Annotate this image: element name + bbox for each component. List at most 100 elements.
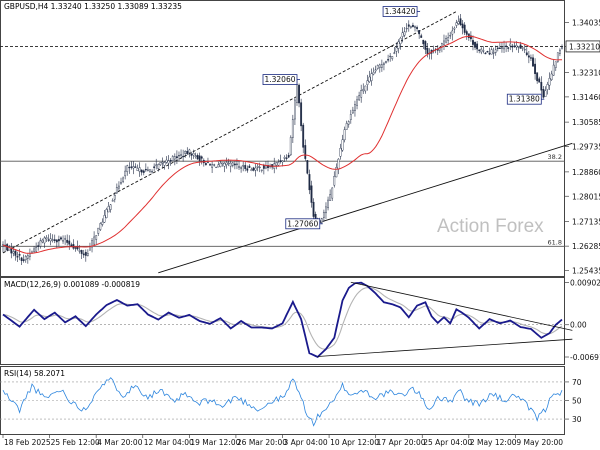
candle-body	[147, 169, 149, 171]
candle-body	[130, 166, 133, 168]
candle-body	[511, 45, 514, 48]
candle-body	[443, 40, 445, 45]
candle-body	[113, 195, 116, 200]
candle-body	[159, 162, 162, 166]
candle-body	[219, 162, 222, 167]
candle-body	[99, 223, 102, 230]
candle-body	[256, 166, 259, 168]
rsi-axis-label: 30	[572, 415, 582, 424]
candle-body	[356, 99, 358, 106]
candle-body	[488, 53, 491, 55]
candle-body	[498, 47, 501, 49]
candle-body	[505, 45, 508, 47]
watermark: Action Forex	[437, 216, 544, 237]
candle-body	[151, 171, 153, 173]
time-axis-label: 26 Mar 20:00	[237, 438, 287, 447]
candle-body	[552, 64, 555, 76]
candle-body	[490, 49, 493, 55]
candle-body	[351, 109, 354, 114]
candle-body	[420, 35, 423, 38]
candle-body	[211, 164, 214, 168]
candle-body	[370, 73, 373, 81]
candle-body	[45, 237, 48, 240]
candle-body	[248, 165, 251, 168]
candle-body	[389, 55, 392, 58]
candle-body	[254, 167, 257, 171]
price-annotations: 1.34420 1.32060 1.27060 1.31380	[262, 6, 545, 230]
candle-body	[165, 159, 168, 163]
candle-body	[51, 239, 54, 241]
candle-body	[542, 89, 545, 98]
candle-body	[561, 46, 563, 49]
candle-body	[422, 39, 425, 45]
candle-body	[277, 162, 280, 166]
rsi-line	[2, 377, 563, 427]
candle-body	[368, 76, 371, 82]
candle-body	[227, 162, 230, 165]
candle-body	[238, 166, 240, 168]
candle-body	[215, 166, 218, 169]
candle-body	[354, 104, 356, 111]
candle-body	[525, 52, 528, 56]
candle-body	[476, 43, 479, 50]
candle-body	[308, 174, 311, 191]
candle-body	[312, 201, 315, 217]
candle-body	[399, 37, 402, 44]
candle-body	[507, 47, 510, 49]
candle-body	[84, 252, 87, 256]
trendline-rising-support	[158, 142, 573, 274]
macd-signal-line	[2, 287, 563, 350]
candle-body	[393, 52, 396, 54]
moving-average-line	[2, 35, 563, 254]
time-axis-label: 25 Apr 04:00	[423, 438, 472, 447]
candle-body	[126, 165, 129, 172]
candle-body	[180, 154, 182, 156]
candle-body	[204, 163, 207, 165]
candle-body	[484, 52, 487, 55]
candle-body	[279, 160, 282, 162]
candle-body	[416, 27, 418, 29]
candle-body	[115, 187, 118, 194]
candle-body	[82, 253, 85, 256]
price-axis-label: 1.31460	[572, 93, 600, 102]
candle-body	[128, 166, 131, 169]
candle-body	[513, 45, 516, 47]
candle-body	[418, 30, 421, 35]
candle-body	[291, 119, 294, 138]
candle-body	[10, 248, 13, 254]
candle-body	[300, 102, 303, 127]
candle-body	[447, 37, 450, 41]
time-axis-label: 3 Apr 04:00	[284, 438, 328, 447]
candle-body	[457, 21, 460, 24]
candle-body	[378, 64, 381, 68]
candle-body	[86, 253, 89, 256]
candle-body	[333, 176, 336, 186]
time-axis-label: 10 Apr 12:00	[330, 438, 379, 447]
candle-body	[449, 35, 452, 37]
price-axis-label: 1.32310	[572, 68, 600, 77]
candle-body	[409, 25, 412, 28]
candle-body	[530, 57, 532, 59]
candle-body	[157, 164, 160, 169]
macd-axis: 0.00902 0.00 -0.006915	[565, 279, 600, 362]
candle-body	[198, 155, 201, 161]
candle-body	[132, 166, 135, 169]
candle-body	[39, 240, 42, 247]
candle-body	[217, 164, 220, 168]
price-axis-label: 1.30585	[572, 118, 600, 127]
candle-body	[536, 72, 539, 82]
candle-body	[527, 55, 530, 58]
candle-body	[118, 185, 120, 189]
candle-body	[380, 64, 383, 68]
candle-body	[426, 48, 429, 54]
candle-body	[559, 49, 561, 54]
rsi-series	[0, 377, 565, 427]
candle-body	[304, 145, 307, 159]
candle-body	[310, 185, 313, 203]
candle-body	[57, 239, 60, 242]
candle-body	[242, 165, 245, 167]
time-axis-label: 2 May 12:00	[470, 438, 517, 447]
candle-body	[325, 206, 327, 214]
candle-body	[194, 155, 197, 157]
candle-body	[196, 155, 199, 160]
